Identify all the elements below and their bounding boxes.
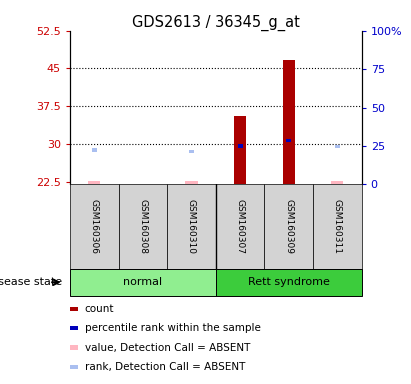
Bar bbox=[70, 326, 79, 330]
Text: GSM160311: GSM160311 bbox=[333, 199, 342, 254]
Text: normal: normal bbox=[123, 277, 162, 287]
Bar bbox=[286, 139, 291, 142]
Bar bbox=[264, 184, 313, 269]
Bar bbox=[185, 181, 198, 184]
Bar bbox=[234, 116, 246, 184]
Title: GDS2613 / 36345_g_at: GDS2613 / 36345_g_at bbox=[132, 15, 300, 31]
Text: percentile rank within the sample: percentile rank within the sample bbox=[85, 323, 261, 333]
Bar bbox=[238, 144, 242, 148]
Bar bbox=[313, 184, 362, 269]
Text: Rett syndrome: Rett syndrome bbox=[248, 277, 330, 287]
Bar bbox=[92, 148, 97, 152]
Bar bbox=[331, 181, 344, 184]
Text: rank, Detection Call = ABSENT: rank, Detection Call = ABSENT bbox=[85, 362, 245, 372]
Bar bbox=[70, 307, 79, 311]
Bar bbox=[70, 184, 118, 269]
Text: GSM160308: GSM160308 bbox=[139, 199, 147, 254]
Text: GSM160310: GSM160310 bbox=[187, 199, 196, 254]
Bar bbox=[88, 181, 100, 184]
Bar bbox=[216, 269, 362, 296]
Text: disease state: disease state bbox=[0, 277, 62, 287]
Bar bbox=[118, 184, 167, 269]
Bar bbox=[189, 150, 194, 153]
Bar bbox=[216, 184, 264, 269]
Bar bbox=[70, 365, 79, 369]
Text: GSM160307: GSM160307 bbox=[236, 199, 245, 254]
Bar bbox=[283, 60, 295, 184]
Text: GSM160309: GSM160309 bbox=[284, 199, 293, 254]
Bar bbox=[70, 269, 216, 296]
Bar bbox=[70, 346, 79, 349]
Bar bbox=[335, 145, 340, 148]
Text: value, Detection Call = ABSENT: value, Detection Call = ABSENT bbox=[85, 343, 250, 353]
Text: count: count bbox=[85, 304, 114, 314]
Bar bbox=[167, 184, 216, 269]
Text: GSM160306: GSM160306 bbox=[90, 199, 99, 254]
